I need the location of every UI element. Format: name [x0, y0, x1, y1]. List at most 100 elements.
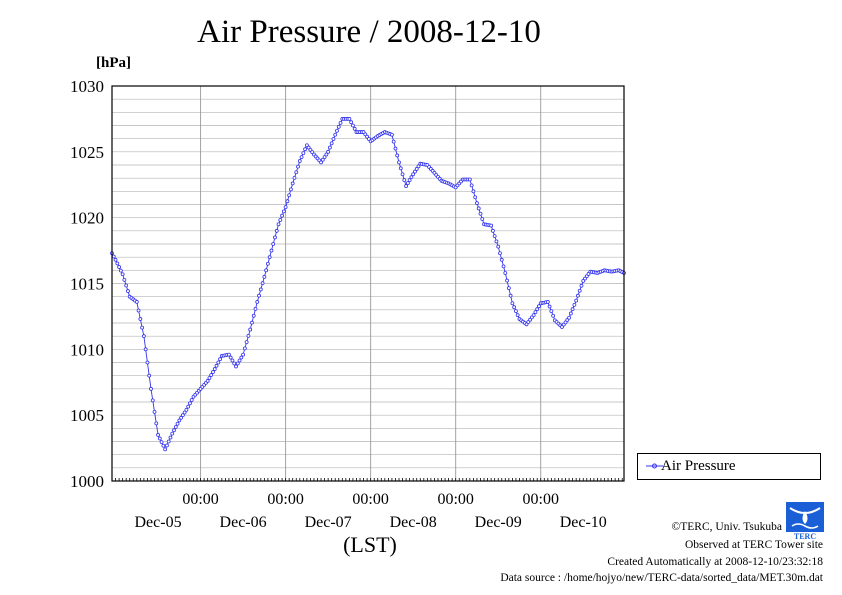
data-point [150, 398, 155, 403]
data-point [515, 313, 520, 318]
x-day-label: Dec-06 [220, 514, 267, 531]
data-point [118, 268, 123, 273]
data-point [281, 209, 286, 214]
data-point [253, 306, 258, 311]
data-point [189, 398, 194, 402]
data-point [395, 153, 400, 158]
data-point [161, 443, 166, 448]
data-point [182, 410, 187, 415]
data-point [351, 123, 355, 128]
data-point [292, 175, 297, 180]
data-point [111, 254, 116, 259]
data-point [260, 281, 265, 286]
data-point [531, 313, 536, 318]
x-time-label: 00:00 [267, 491, 303, 508]
data-point [173, 425, 178, 429]
data-point [402, 178, 407, 183]
data-point [283, 205, 288, 210]
data-point [475, 201, 479, 206]
data-point [287, 193, 292, 198]
data-point [230, 358, 235, 363]
data-point [255, 300, 260, 304]
data-point [494, 239, 499, 244]
data-point [264, 268, 269, 273]
data-point [349, 120, 354, 125]
observation-site-text: Observed at TERC Tower site [684, 539, 823, 551]
created-timestamp-text: Created Automatically at 2008-12-10/23:3… [607, 556, 823, 568]
chart-title: Air Pressure / 2008-12-10 [197, 14, 541, 50]
data-point [333, 132, 338, 137]
data-point [492, 234, 497, 239]
data-point [134, 300, 139, 304]
data-point [250, 320, 254, 325]
y-tick-label: 1000 [70, 472, 104, 491]
data-point [478, 211, 483, 216]
data-point [235, 361, 240, 366]
data-point [143, 347, 148, 352]
copyright-text: ©TERC, Univ. Tsukuba [671, 521, 782, 533]
data-point [347, 117, 352, 121]
data-point [228, 355, 233, 360]
data-point [501, 264, 506, 269]
data-point [278, 218, 283, 222]
data-point [124, 283, 129, 288]
data-point [141, 334, 146, 339]
data-point [505, 278, 509, 283]
data-point [257, 293, 261, 298]
data-point [409, 175, 414, 180]
x-day-label: Dec-09 [475, 514, 522, 531]
data-point [188, 401, 192, 406]
data-point [157, 436, 162, 441]
data-point [156, 433, 160, 437]
x-time-label: 00:00 [437, 491, 473, 508]
data-point [533, 310, 538, 315]
data-point [535, 307, 540, 312]
y-tick-label: 1005 [70, 406, 104, 425]
data-point [503, 271, 508, 275]
data-point [537, 304, 541, 309]
data-point [296, 164, 300, 169]
data-point [297, 159, 302, 163]
data-point [117, 265, 121, 269]
data-point [140, 325, 145, 330]
data-point [299, 155, 304, 160]
data-point [246, 333, 251, 338]
data-point [397, 160, 401, 165]
data-point [467, 177, 472, 182]
data-point [120, 272, 125, 277]
data-point [212, 367, 217, 371]
data-point [510, 301, 515, 306]
series-line-air-pressure [111, 118, 625, 451]
data-point [237, 358, 242, 363]
data-point [411, 172, 416, 177]
x-day-label: Dec-07 [305, 514, 352, 531]
data-point [214, 363, 219, 368]
data-point [218, 357, 222, 362]
data-point [179, 415, 183, 420]
data-point [115, 261, 120, 266]
data-point [163, 447, 168, 452]
x-time-label: 00:00 [182, 491, 218, 508]
data-point [549, 309, 554, 314]
data-point [320, 157, 325, 162]
data-point [514, 309, 518, 314]
data-point [258, 287, 263, 292]
data-point [574, 298, 579, 303]
data-point [567, 315, 571, 320]
data-point [498, 251, 502, 256]
data-point [294, 170, 299, 175]
data-point [489, 223, 494, 228]
data-point [512, 305, 517, 310]
data-point [545, 300, 550, 304]
data-point [211, 370, 215, 374]
data-point [262, 275, 267, 279]
data-point [234, 364, 238, 369]
data-point [172, 428, 176, 433]
data-point [322, 155, 327, 160]
data-point [170, 431, 175, 436]
data-point [289, 187, 293, 192]
data-point [186, 404, 191, 409]
data-point [328, 145, 332, 150]
y-tick-label: 1015 [70, 275, 104, 294]
